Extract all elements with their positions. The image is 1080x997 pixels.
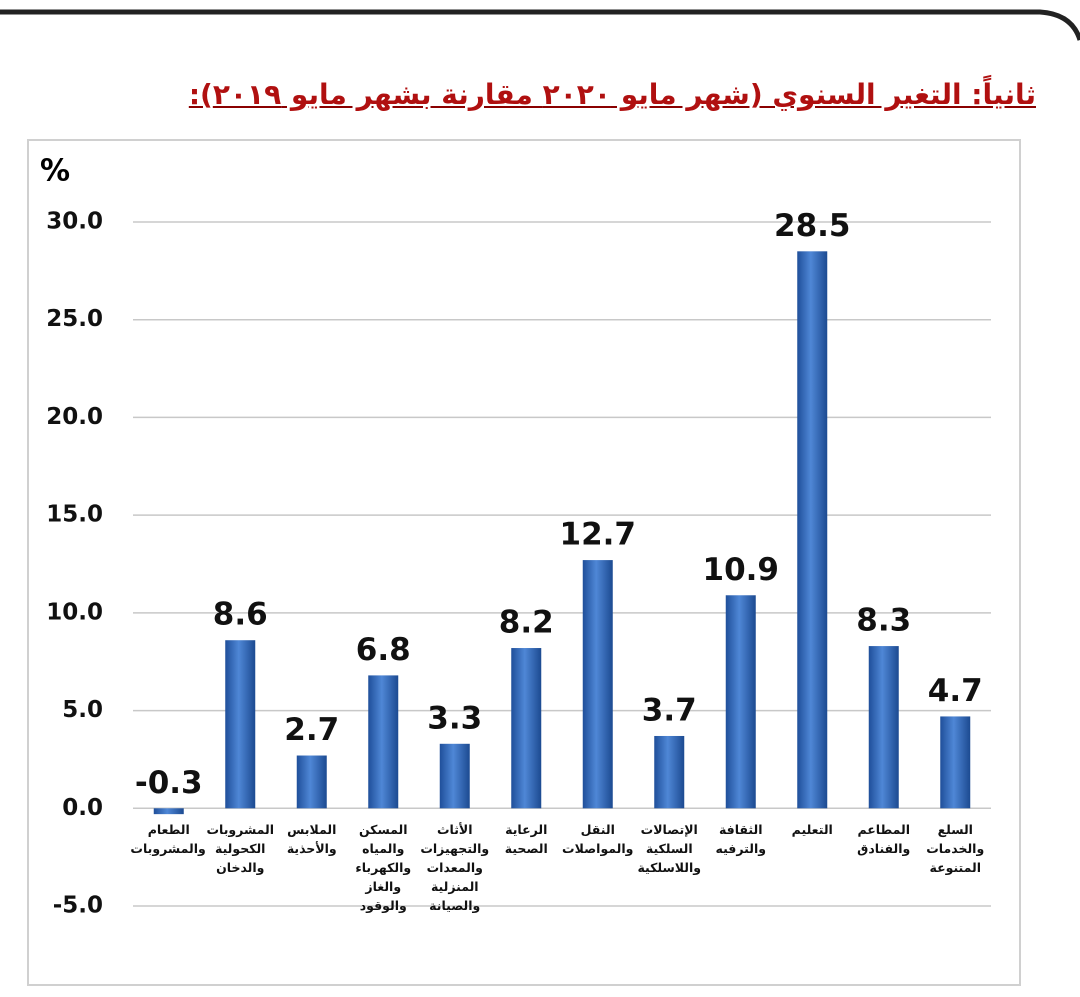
value-label: -0.3 [135,765,203,801]
x-tick-label: الإتصالات السلكية واللاسلكية [637,822,702,876]
chart-border [27,139,1021,986]
x-tick-label: السلع والخدمات المتنوعة [926,822,985,876]
y-tick-label: -5.0 [53,893,103,919]
y-tick-label: 10.0 [46,599,103,625]
y-tick-label: 15.0 [46,502,103,528]
bar [797,251,828,809]
x-tick-label: التعليم [791,822,833,838]
bar [725,595,756,809]
x-tick-label: الأثاث والتجهيزات والمعدات المنزلية والص… [420,822,490,914]
x-tick-label: الثقافة والترفيه [715,822,767,857]
bar [511,648,542,809]
chart-title: ثانياً: التغير السنوي (شهر مايو ٢٠٢٠ مقا… [188,78,1036,111]
bar [654,735,685,809]
frame-top [0,9,1080,41]
x-tick-label: الملابس والأحذية [286,822,337,857]
value-label: 10.9 [703,552,780,588]
x-tick-label: الرعاية الصحية [504,822,548,857]
bar [582,560,613,809]
bar [368,675,399,809]
value-label: 4.7 [928,673,983,709]
y-tick-label: 20.0 [46,404,103,430]
x-tick-label: المشروبات الكحولية والدخان [206,822,275,876]
y-tick-label: 5.0 [62,697,103,723]
value-label: 3.7 [642,692,697,728]
x-tick-label: المطاعم والفنادق [857,822,911,857]
y-tick-label: 25.0 [46,306,103,332]
x-tick-label: النقل والمواصلات [562,822,634,857]
x-tick-label: الطعام والمشروبات [130,822,206,857]
bar [225,640,256,809]
value-label: 8.3 [856,603,911,639]
y-axis-label: % [40,154,70,189]
value-label: 28.5 [774,208,851,244]
value-label: 8.6 [213,597,268,633]
bar [296,755,327,809]
y-tick-label: 0.0 [62,795,103,821]
bar [439,743,470,809]
value-label: 12.7 [560,517,637,553]
y-tick-label: 30.0 [46,209,103,235]
bar [153,808,184,815]
value-label: 6.8 [356,632,411,668]
value-label: 3.3 [427,700,482,736]
x-tick-label: المسكن والمياه والكهرباء والغاز والوقود [355,822,412,914]
bar [940,716,971,809]
value-label: 8.2 [499,605,554,641]
value-label: 2.7 [284,712,339,748]
bar [868,646,899,809]
